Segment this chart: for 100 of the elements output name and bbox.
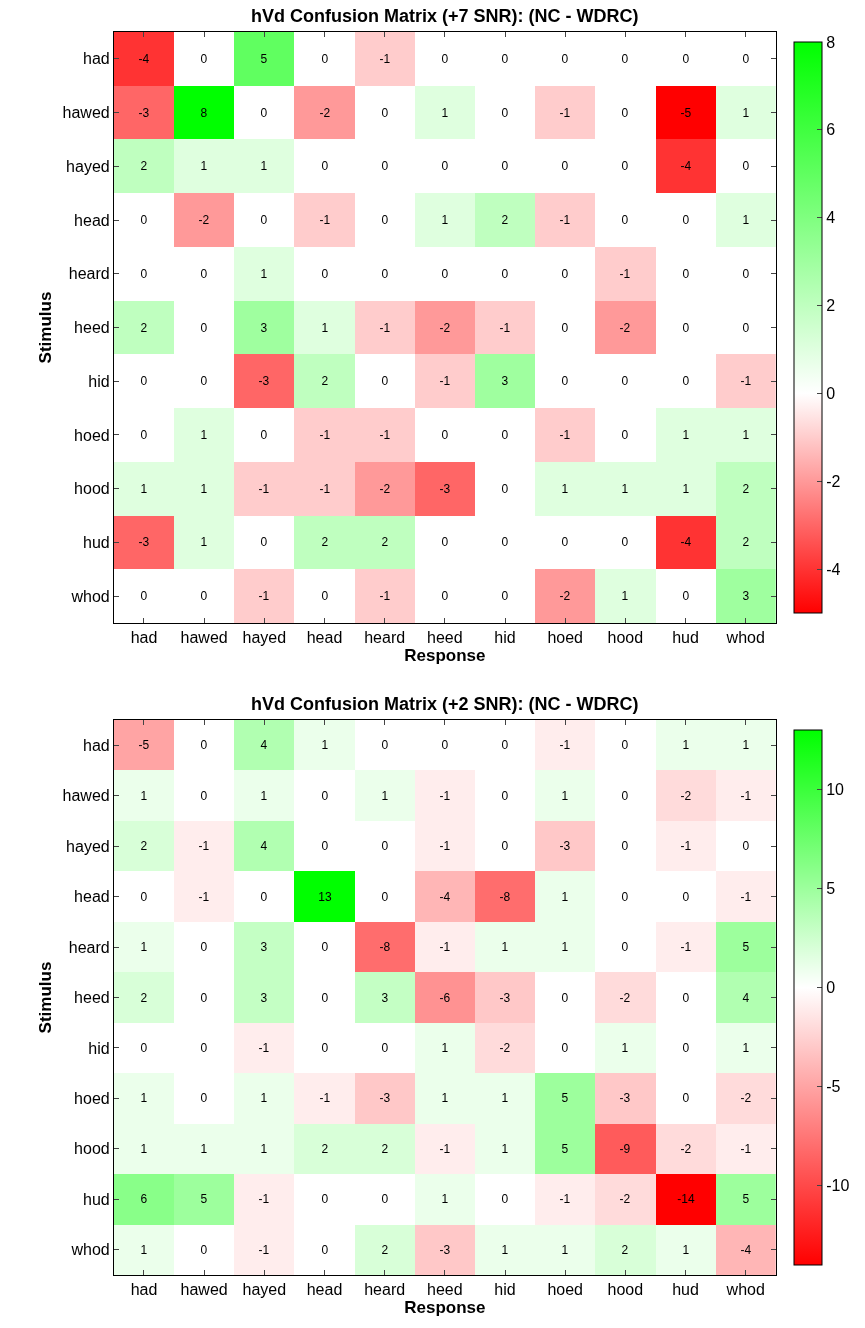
data-label: -1 [619,267,631,282]
data-label: 1 [682,738,690,753]
data-label: 0 [621,535,629,550]
x-tick-label: hawed [180,1281,228,1299]
data-label: -4 [138,52,150,67]
x-tick-label: hud [672,629,699,647]
data-label: -2 [439,321,451,336]
y-tick-label: hayed [66,837,110,855]
data-label: 0 [260,106,268,121]
data-label: 1 [200,159,208,174]
data-label: 0 [140,374,148,389]
data-label: 0 [742,159,750,174]
data-label: 0 [321,159,329,174]
data-label: -3 [138,106,150,121]
x-tick-label: hoed [547,1281,583,1299]
data-label: 0 [621,159,629,174]
data-label: 1 [501,940,509,955]
x-axis-title: Response [404,1298,486,1318]
x-tick-label: whod [725,1281,765,1299]
data-label: 0 [200,1041,208,1056]
x-tick-label: whod [725,629,765,647]
data-label: 1 [561,482,569,497]
color-bar-label: 2 [826,297,836,315]
data-label: 0 [501,482,509,497]
data-label: 1 [140,482,148,497]
data-label: -3 [379,1091,391,1106]
data-label: 0 [381,839,389,854]
data-label: 0 [742,52,750,67]
data-label: -2 [198,213,210,228]
data-label: 1 [260,159,268,174]
data-label: 0 [200,267,208,282]
data-label: 0 [621,738,629,753]
data-label: 0 [501,428,509,443]
x-axis-title: Response [404,646,486,666]
x-tick-label: hoed [547,629,583,647]
data-label: 3 [742,589,750,604]
y-tick-label: hid [88,372,110,390]
data-label: -2 [619,1192,631,1207]
color-bar-label: 0 [826,979,836,997]
color-bar-label: 0 [826,384,836,402]
data-label: 1 [621,482,629,497]
y-tick-label: heed [74,319,110,337]
y-axis-title: Stimulus [36,961,56,1034]
data-label: 1 [742,428,750,443]
data-label: 1 [501,1142,509,1157]
data-label: -5 [680,106,692,121]
y-tick-label: whod [70,1241,110,1259]
color-bar-label: -2 [826,472,841,490]
data-label: 0 [441,159,449,174]
data-label: 0 [140,890,148,905]
data-label: 0 [381,738,389,753]
data-label: -1 [258,1243,270,1258]
data-label: -1 [559,213,571,228]
data-label: 5 [200,1192,208,1207]
data-label: -1 [740,890,752,905]
data-label: 0 [682,213,690,228]
data-label: 0 [321,940,329,955]
data-label: 1 [682,428,690,443]
color-bar-label: 10 [826,781,845,799]
data-label: -1 [319,482,331,497]
data-label: 0 [200,991,208,1006]
data-label: 0 [441,52,449,67]
data-label: 1 [140,789,148,804]
data-label: 0 [742,321,750,336]
data-label: 0 [200,789,208,804]
data-label: -1 [319,428,331,443]
chart-title: hVd Confusion Matrix (+2 SNR): (NC - WDRC) [251,694,639,714]
data-label: 13 [318,890,332,905]
data-label: 8 [200,106,208,121]
x-tick-label: hud [672,1281,699,1299]
data-label: 0 [381,213,389,228]
data-label: 0 [200,940,208,955]
data-label: 0 [501,789,509,804]
data-label: -1 [559,428,571,443]
data-label: 1 [140,940,148,955]
data-label: 1 [200,428,208,443]
data-label: -4 [680,159,692,174]
data-label: -3 [559,839,571,854]
data-label: 0 [561,321,569,336]
data-label: 5 [561,1091,569,1106]
data-label: 1 [621,1041,629,1056]
data-label: -1 [740,789,752,804]
data-label: 1 [561,789,569,804]
data-label: 0 [501,52,509,67]
data-label: -2 [499,1041,511,1056]
data-label: -2 [680,1142,692,1157]
data-label: -1 [680,839,692,854]
data-label: 2 [621,1243,629,1258]
data-label: -1 [379,428,391,443]
data-label: 1 [200,482,208,497]
data-label: 1 [260,267,268,282]
data-label: -4 [740,1243,752,1258]
data-label: 2 [321,535,329,550]
data-label: 1 [621,589,629,604]
data-label: 2 [381,535,389,550]
data-label: -3 [439,482,451,497]
data-label: 0 [561,52,569,67]
data-label: 0 [381,890,389,905]
y-tick-label: hawed [62,787,110,805]
data-label: -1 [559,106,571,121]
